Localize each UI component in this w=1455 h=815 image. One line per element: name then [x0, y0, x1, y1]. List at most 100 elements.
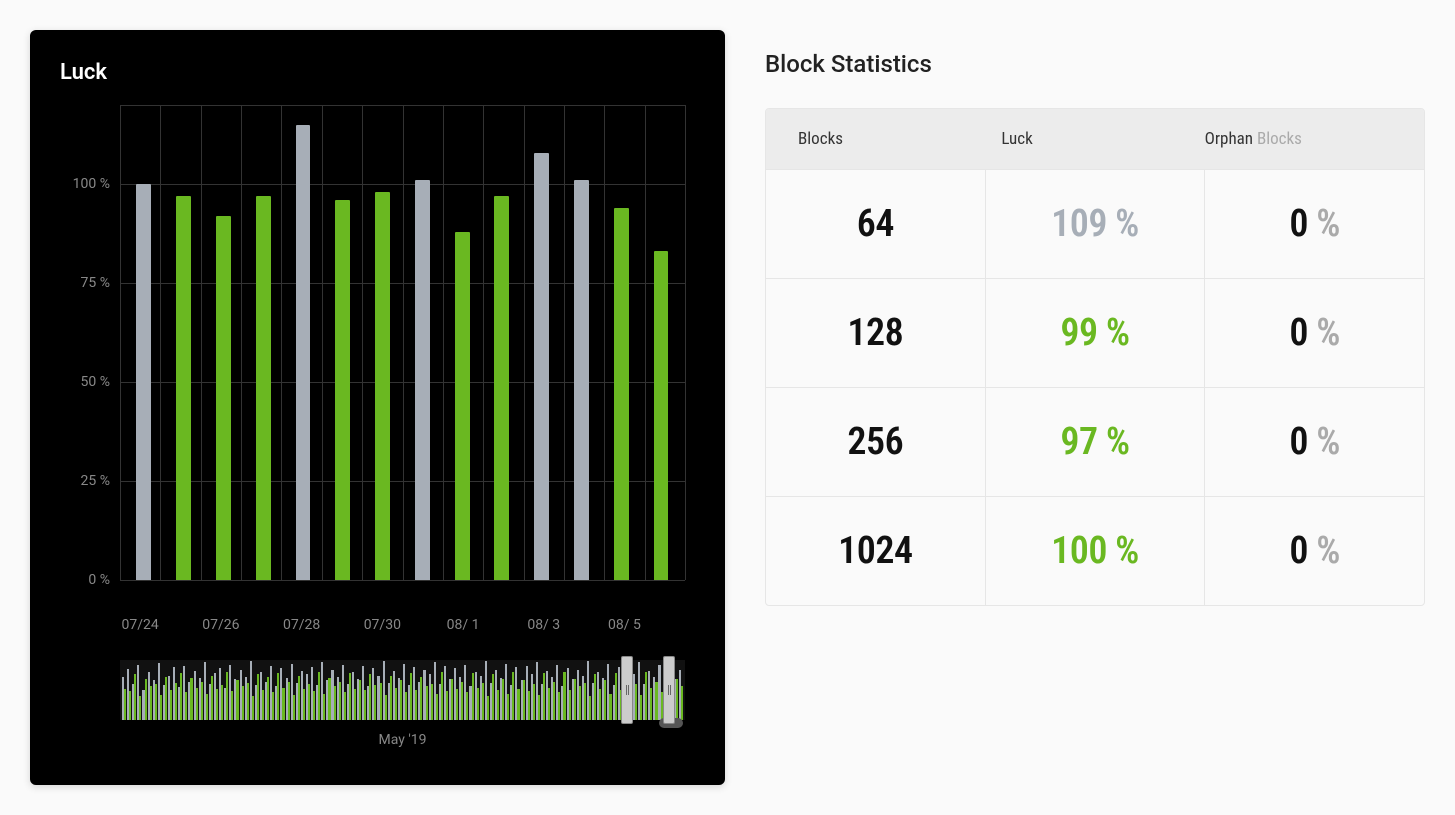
bar-grey[interactable]	[415, 180, 430, 580]
stat-luck: 100 %	[986, 497, 1206, 605]
range-slider-handle[interactable]	[621, 656, 633, 724]
bar-group	[204, 105, 244, 580]
stat-orphan: 0 %	[1205, 279, 1424, 387]
mini-bar-group	[408, 660, 412, 720]
mini-bar-group	[515, 660, 519, 720]
mini-bar-group	[633, 660, 637, 720]
bar-grey[interactable]	[136, 184, 151, 580]
bar-group	[283, 105, 323, 580]
mini-bar-group	[326, 660, 330, 720]
bar-green[interactable]	[176, 196, 191, 580]
block-statistics-panel: Block Statistics BlocksLuckOrphan Blocks…	[755, 0, 1455, 815]
mini-bar-group	[224, 660, 228, 720]
mini-bar-group	[245, 660, 249, 720]
bar-green[interactable]	[375, 192, 390, 580]
mini-bar-group	[158, 660, 162, 720]
mini-bar-group	[372, 660, 376, 720]
stats-row: 25697 %0 %	[766, 388, 1424, 497]
mini-bar-group	[510, 660, 514, 720]
mini-bar-group	[567, 660, 571, 720]
y-axis-label: 100 %	[73, 176, 110, 192]
mini-bar-group	[367, 660, 371, 720]
mini-bar-group	[597, 660, 601, 720]
mini-bar-group	[444, 660, 448, 720]
bar-grey[interactable]	[534, 153, 549, 581]
mini-bar-group	[480, 660, 484, 720]
bar-group	[522, 105, 562, 580]
mini-bar-group	[643, 660, 647, 720]
stat-luck: 99 %	[986, 279, 1206, 387]
mini-bar-group	[291, 660, 295, 720]
mini-bar-group	[250, 660, 254, 720]
mini-bar-group	[556, 660, 560, 720]
mini-bar-group	[521, 660, 525, 720]
bar-group	[243, 105, 283, 580]
mini-bar-group	[260, 660, 264, 720]
mini-bar-group	[464, 660, 468, 720]
y-axis-label: 50 %	[81, 374, 110, 390]
x-axis-label: 07/24	[122, 617, 159, 633]
luck-chart-card: Luck 0 %25 %50 %75 %100 %07/2407/2607/28…	[30, 30, 725, 785]
mini-bar-group	[357, 660, 361, 720]
mini-bar-group	[132, 660, 136, 720]
mini-bar-group	[377, 660, 381, 720]
mini-bar-group	[209, 660, 213, 720]
mini-bar-group	[449, 660, 453, 720]
bar-green[interactable]	[335, 200, 350, 580]
mini-bar-group	[321, 660, 325, 720]
bar-green[interactable]	[455, 232, 470, 580]
stat-orphan: 0 %	[1205, 388, 1424, 496]
mini-bar-group	[531, 660, 535, 720]
mini-bar-group	[240, 660, 244, 720]
bar-grey[interactable]	[574, 180, 589, 580]
mini-bar-group	[265, 660, 269, 720]
mini-bar-group	[316, 660, 320, 720]
bar-group	[641, 105, 681, 580]
mini-bar-group	[204, 660, 208, 720]
mini-bar-group	[311, 660, 315, 720]
bar-green[interactable]	[654, 251, 669, 580]
bar-group	[124, 105, 164, 580]
mini-bar-group	[429, 660, 433, 720]
mini-bar-group	[561, 660, 565, 720]
mini-bar-group	[347, 660, 351, 720]
range-slider-handle[interactable]	[663, 656, 675, 724]
bar-green[interactable]	[216, 216, 231, 580]
mini-range-chart[interactable]: May '19	[120, 660, 685, 720]
mini-bar-group	[286, 660, 290, 720]
mini-bar-group	[388, 660, 392, 720]
mini-bar-group	[137, 660, 141, 720]
mini-bar-group	[485, 660, 489, 720]
mini-bar-group	[577, 660, 581, 720]
bar-grey[interactable]	[296, 125, 311, 580]
y-axis-label: 25 %	[81, 473, 110, 489]
mini-bar-group	[572, 660, 576, 720]
stat-blocks: 64	[766, 170, 986, 278]
mini-bar-group	[199, 660, 203, 720]
mini-bar-group	[653, 660, 657, 720]
stat-blocks: 256	[766, 388, 986, 496]
bar-group	[442, 105, 482, 580]
mini-bar-group	[229, 660, 233, 720]
bar-group	[363, 105, 403, 580]
stat-luck: 97 %	[986, 388, 1206, 496]
mini-bar-group	[582, 660, 586, 720]
stats-header-cell: Orphan Blocks	[1197, 129, 1400, 149]
stats-title: Block Statistics	[765, 50, 1425, 78]
bar-group	[402, 105, 442, 580]
bar-green[interactable]	[494, 196, 509, 580]
bar-green[interactable]	[256, 196, 271, 580]
mini-bar-group	[469, 660, 473, 720]
mini-bar-group	[638, 660, 642, 720]
y-axis-label: 75 %	[81, 275, 110, 291]
mini-bar-group	[418, 660, 422, 720]
bar-group	[323, 105, 363, 580]
mini-bar-group	[122, 660, 126, 720]
stats-header-cell: Blocks	[790, 129, 993, 149]
mini-bar-group	[280, 660, 284, 720]
mini-bar-group	[475, 660, 479, 720]
mini-bar-group	[500, 660, 504, 720]
mini-bar-group	[434, 660, 438, 720]
bar-green[interactable]	[614, 208, 629, 580]
mini-bar-group	[178, 660, 182, 720]
